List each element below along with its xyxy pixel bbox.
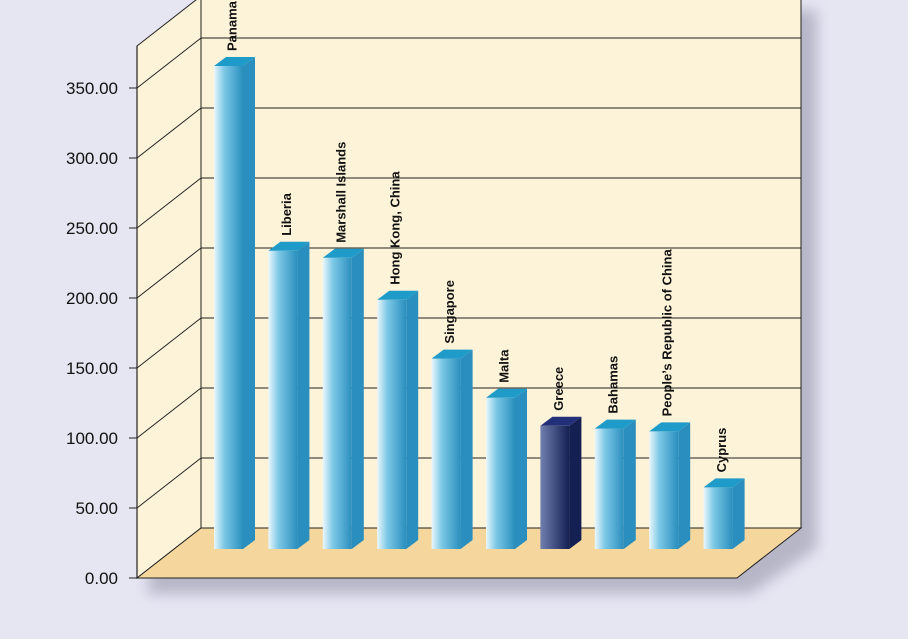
category-label: Marshall Islands [333, 142, 348, 243]
category-label: Cyprus [714, 428, 729, 473]
bar-top [486, 388, 527, 398]
category-label: Bahamas [605, 356, 620, 414]
bar-front [214, 66, 243, 549]
bar [322, 248, 364, 550]
bar-side [732, 478, 745, 549]
bar-side [515, 388, 527, 549]
bar [431, 349, 473, 549]
y-tick-label: 200.00 [66, 289, 118, 308]
y-tick-label: 50.00 [75, 499, 118, 518]
gridline-side [136, 107, 202, 159]
y-tick-label: 300.00 [66, 149, 118, 168]
bar [486, 388, 527, 549]
bar-side [678, 422, 691, 549]
bar-front [649, 431, 679, 549]
gridline-side [136, 177, 202, 229]
bar-front [594, 428, 624, 549]
bar [540, 416, 582, 549]
gridline-side [136, 457, 202, 509]
side-wall [136, 0, 202, 580]
bar-front [322, 257, 352, 549]
category-label: Greece [551, 367, 566, 411]
bar-top [214, 57, 255, 66]
bar-top [540, 416, 582, 426]
category-label: People’s Republic of China [660, 249, 675, 417]
bar-top [377, 290, 419, 300]
bar-top [594, 419, 636, 429]
bar [703, 478, 745, 549]
y-tick-label: 250.00 [66, 219, 118, 238]
category-label: Hong Kong, China [388, 171, 403, 285]
bar-side [243, 57, 255, 549]
bar-top [322, 248, 364, 258]
bar-side [569, 416, 582, 549]
bar-front [431, 358, 461, 549]
category-label: Malta [497, 349, 512, 383]
y-tick-label: 150.00 [66, 359, 118, 378]
bar-side [623, 419, 636, 549]
bar-side [351, 248, 364, 550]
category-label: Panama [225, 0, 240, 51]
category-label: Liberia [279, 192, 294, 235]
bar-front [540, 425, 570, 549]
bar [268, 241, 310, 550]
bar-side [297, 241, 310, 550]
bar [377, 290, 419, 549]
bar-front [703, 487, 733, 549]
bar-side [460, 349, 473, 549]
category-label: Singapore [442, 280, 457, 344]
bar-top [649, 422, 691, 432]
gridline-side [136, 37, 202, 89]
bar [649, 422, 691, 549]
bar-front [268, 250, 298, 550]
bar [214, 57, 255, 549]
bar-side [406, 290, 419, 549]
y-tick-label: 0.00 [85, 569, 118, 588]
bar-front [377, 299, 407, 549]
bar-top [431, 349, 473, 359]
y-tick-label: 100.00 [66, 429, 118, 448]
gridline-side [136, 317, 202, 369]
bar-front [486, 397, 515, 549]
gridline-side [136, 387, 202, 439]
bar [594, 419, 636, 549]
gridline-side [136, 247, 202, 299]
bar-top [703, 478, 745, 488]
bar-top [268, 241, 310, 251]
y-tick-label: 350.00 [66, 79, 118, 98]
